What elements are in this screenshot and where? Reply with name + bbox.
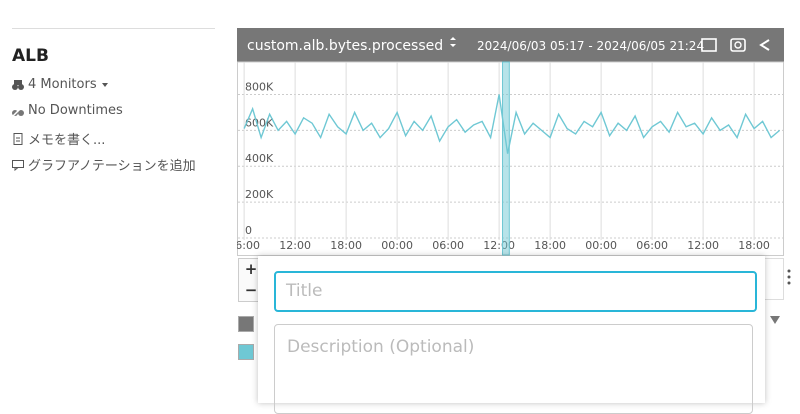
swatch-gray[interactable] [238, 316, 254, 332]
sidebar-title: ALB [12, 46, 49, 66]
divider [12, 28, 215, 29]
y-tick-label: 400K [245, 152, 274, 165]
zoom-out[interactable]: − [244, 281, 258, 299]
x-tick-label: 06:00 [237, 239, 260, 252]
chart: custom.alb.bytes.processed 2024/06/03 05… [237, 28, 784, 256]
x-tick-label: 06:00 [636, 239, 668, 252]
title-input[interactable]: Title [274, 271, 757, 312]
item-text: メモを書く... [28, 133, 106, 148]
sort-icon[interactable] [450, 37, 456, 47]
chart-subtitle: 2024/06/03 05:17 - 2024/06/05 21:24 [477, 39, 704, 53]
plot-area [237, 61, 784, 256]
highlight-band [502, 61, 510, 256]
share-icon[interactable] [759, 39, 770, 51]
x-tick-label: 06:00 [432, 239, 464, 252]
dropdown-arrow[interactable] [769, 315, 781, 325]
x-tick-label: 00:00 [381, 239, 413, 252]
camera-icon[interactable] [730, 38, 746, 52]
note[interactable]: メモを書く... [12, 129, 105, 148]
x-tick-label: 18:00 [738, 239, 770, 252]
item-text: グラフアノテーションを追加 [28, 159, 196, 174]
x-tick-label: 12:00 [687, 239, 719, 252]
caret [101, 82, 108, 87]
side-box [763, 258, 784, 300]
y-tick-label: 600K [245, 116, 274, 129]
line-series [243, 94, 781, 154]
x-tick-label: 00:00 [585, 239, 617, 252]
y-tick-label: 800K [245, 80, 274, 93]
x-tick-label: 18:00 [534, 239, 566, 252]
icon [12, 79, 24, 90]
icon [12, 159, 24, 171]
downtimes[interactable]: No Downtimes [12, 103, 123, 118]
more-icon[interactable] [785, 268, 793, 286]
x-tick-label: 12:00 [483, 239, 515, 252]
zoom-in[interactable]: + [244, 260, 258, 278]
chart-title: custom.alb.bytes.processed [247, 38, 443, 54]
chart-header [237, 28, 784, 62]
icon [12, 104, 24, 117]
x-tick-label: 18:00 [330, 239, 362, 252]
y-tick-label: 200K [245, 188, 274, 201]
item-text: No Downtimes [28, 103, 123, 118]
fullscreen-icon[interactable] [701, 38, 717, 52]
x-tick-label: 12:00 [279, 239, 311, 252]
description-input[interactable]: Description (Optional) [274, 324, 753, 414]
icon [13, 132, 23, 145]
monitors[interactable]: 4 Monitors [12, 77, 109, 92]
y-tick-label: 0 [245, 224, 252, 237]
annotation[interactable]: グラフアノテーションを追加 [12, 155, 196, 174]
camera-lens [734, 41, 742, 49]
item-text: 4 Monitors [28, 77, 97, 92]
page: ALB 4 Monitors No Downtimes メモを書く... グラフ… [12, 28, 793, 414]
swatch-teal[interactable] [238, 344, 254, 360]
annotation-panel: Title Description (Optional) [258, 256, 765, 414]
